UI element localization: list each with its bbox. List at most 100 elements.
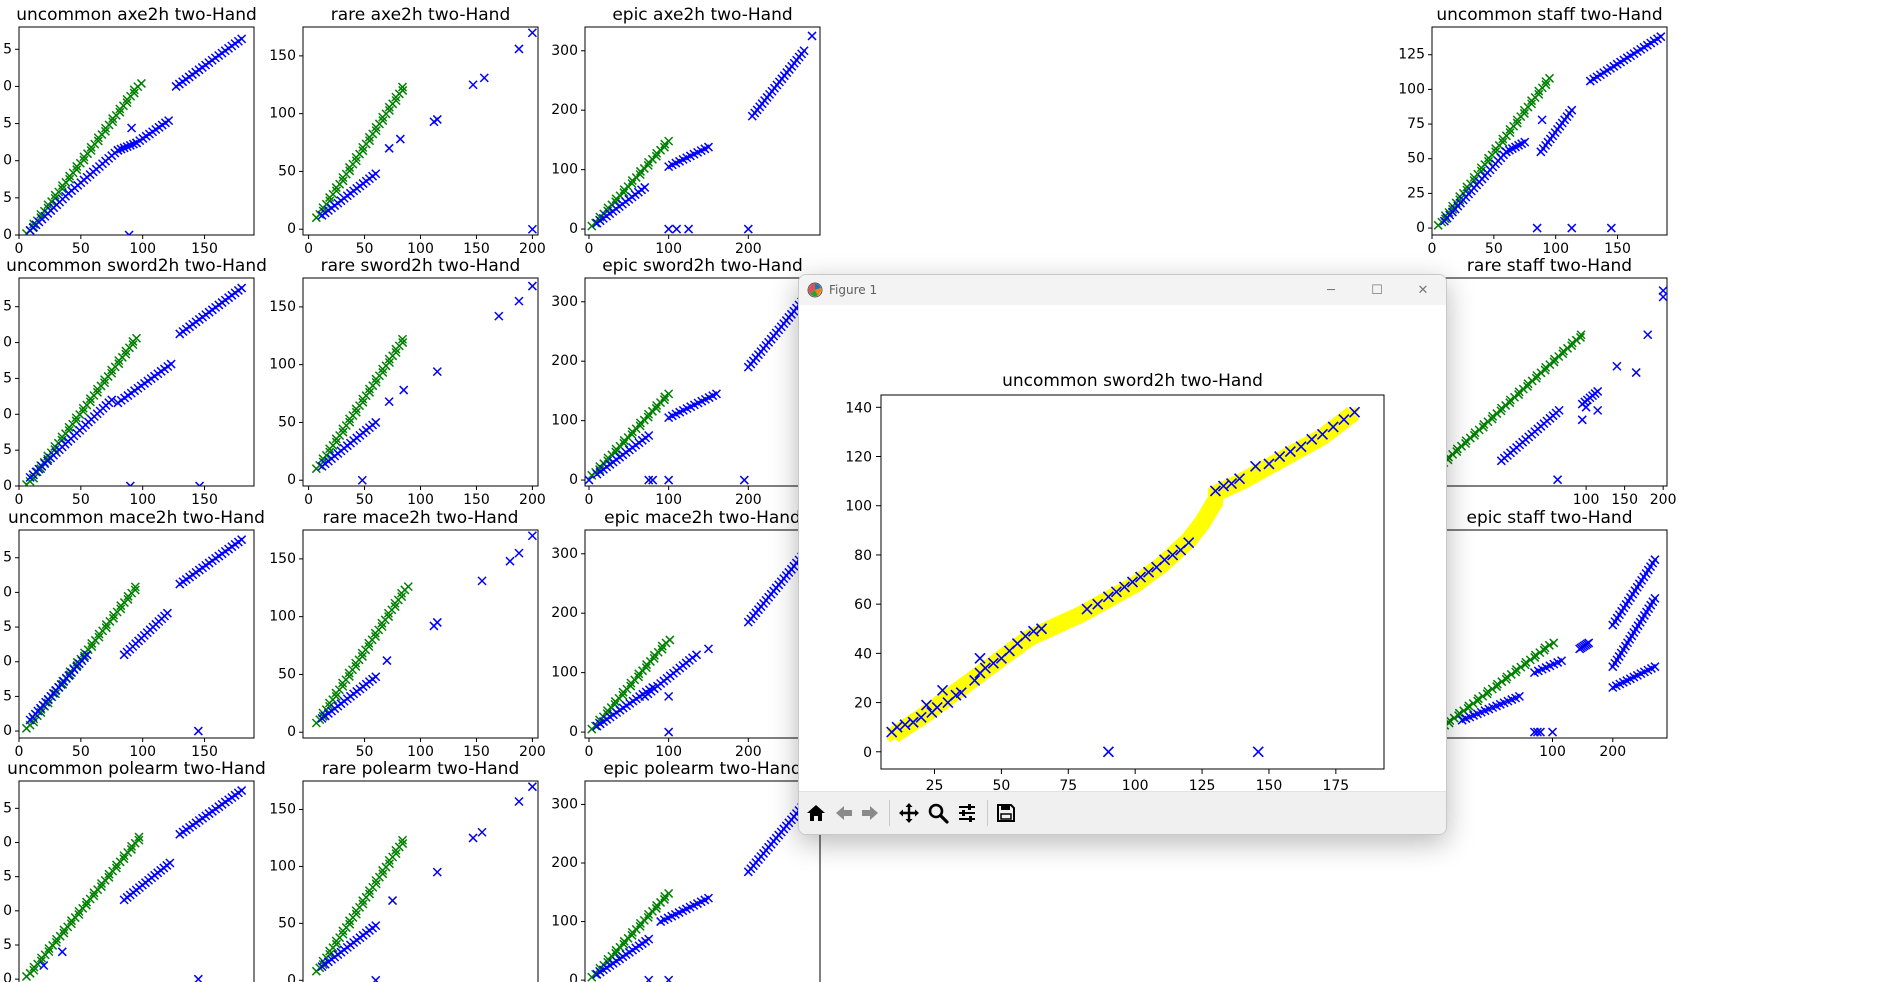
x-tick-label: 0 (585, 744, 594, 760)
x-tick-label: 0 (304, 492, 313, 508)
y-tick-label: 150 (269, 48, 296, 64)
data-point (1349, 406, 1361, 418)
data-point (1606, 223, 1616, 233)
data-point (94, 632, 104, 642)
data-point (1464, 701, 1474, 711)
data-point (237, 34, 247, 44)
x-tick-label: 0 (15, 744, 24, 760)
data-point (659, 395, 669, 405)
data-point (659, 142, 669, 152)
maximize-button[interactable]: ☐ (1371, 282, 1383, 298)
data-point (377, 622, 387, 632)
y-tick-label: 100 (551, 665, 578, 681)
data-point (1454, 708, 1464, 718)
data-point (345, 919, 355, 929)
data-point (1492, 679, 1502, 689)
y-tick-label: 150 (269, 801, 296, 817)
data-point (193, 726, 203, 736)
chart-title: epic polearm two-Hand (603, 759, 801, 779)
data-point (657, 644, 667, 654)
data-point (1295, 441, 1307, 453)
x-tick-label: 100 (1122, 778, 1149, 792)
zoom-button[interactable] (925, 800, 951, 826)
data-point (1445, 715, 1455, 726)
data-point (664, 389, 674, 399)
pan-button[interactable] (896, 800, 922, 826)
x-tick-label: 100 (1539, 744, 1566, 760)
chart-title: uncommon mace2h two-Hand (8, 508, 265, 528)
data-point (384, 612, 394, 622)
data-point (514, 44, 524, 54)
data-point (1498, 137, 1508, 147)
data-point (92, 387, 103, 397)
y-tick-label: 100 (845, 499, 872, 515)
data-point (391, 849, 401, 859)
data-point (955, 687, 967, 699)
data-point (1102, 746, 1114, 758)
data-point (50, 689, 60, 699)
data-point (384, 357, 394, 368)
x-tick-label: 100 (407, 241, 434, 257)
data-point (101, 623, 111, 633)
data-point (371, 879, 381, 889)
y-tick-label: 200 (551, 102, 578, 118)
close-button[interactable]: ✕ (1417, 282, 1429, 298)
plot-area (1432, 286, 1667, 485)
plot-area (1432, 555, 1660, 738)
data-point (611, 447, 621, 457)
save-button[interactable] (993, 800, 1019, 826)
data-point (626, 681, 636, 691)
data-point (237, 786, 247, 796)
data-point (1284, 446, 1296, 458)
data-point (115, 107, 125, 117)
data-point (1520, 137, 1530, 147)
data-point (1252, 746, 1264, 758)
data-point (664, 975, 674, 982)
data-point (644, 430, 654, 441)
y-tick-label: 100 (1398, 81, 1425, 97)
data-point (648, 475, 658, 485)
configure-subplots-button[interactable] (954, 800, 980, 826)
plot-area (311, 531, 537, 728)
data-point (659, 894, 669, 904)
data-point (1118, 581, 1131, 593)
y-tick-label: 0 (1416, 220, 1425, 236)
chart-title: epic axe2h two-Hand (612, 5, 792, 25)
data-point (1631, 368, 1641, 378)
data-point (527, 782, 537, 792)
data-point (664, 136, 674, 146)
data-point (397, 835, 408, 845)
chart-panel: rare axe2h two-Hand 0 50 100 150 200 0 50 100 150 (269, 5, 546, 257)
y-tick-label: 0 (3, 335, 12, 351)
data-point (123, 594, 133, 604)
minimize-button[interactable]: ─ (1327, 282, 1335, 298)
y-tick-label: 200 (551, 855, 578, 871)
arrow-right-icon (862, 806, 878, 820)
data-point (432, 867, 442, 877)
data-point (1483, 156, 1494, 166)
y-tick-label: 75 (1407, 116, 1425, 132)
forward-button[interactable] (857, 800, 883, 826)
data-point (93, 136, 103, 146)
data-point (1523, 379, 1533, 389)
y-tick-label: 50 (1407, 151, 1425, 167)
y-tick-label: 0 (3, 406, 12, 422)
data-point (351, 156, 361, 166)
main-figure-canvas[interactable]: uncommon sword2h two-Hand 25 50 75 100 125 150… (799, 305, 1446, 792)
back-button[interactable] (831, 800, 857, 826)
data-point (627, 430, 637, 440)
data-point (79, 155, 89, 165)
window-titlebar[interactable]: Figure 1 ─ ☐ ✕ (799, 275, 1446, 305)
y-tick-label: 100 (269, 609, 296, 625)
data-point (86, 145, 96, 156)
data-point (987, 657, 999, 669)
data-point (1479, 419, 1489, 429)
chart-panel: uncommon staff two-Hand 0 50 100 150 0 25 50 75 1… (1398, 5, 1668, 257)
x-tick-label: 100 (129, 492, 156, 508)
figure-window[interactable]: Figure 1 ─ ☐ ✕ uncommon sword2h two-Hand… (798, 274, 1447, 835)
data-point (1250, 460, 1262, 472)
x-tick-label: 50 (1485, 241, 1503, 257)
y-tick-label: 0 (3, 903, 12, 919)
home-button[interactable] (803, 800, 829, 826)
y-tick-label: 100 (551, 914, 578, 930)
